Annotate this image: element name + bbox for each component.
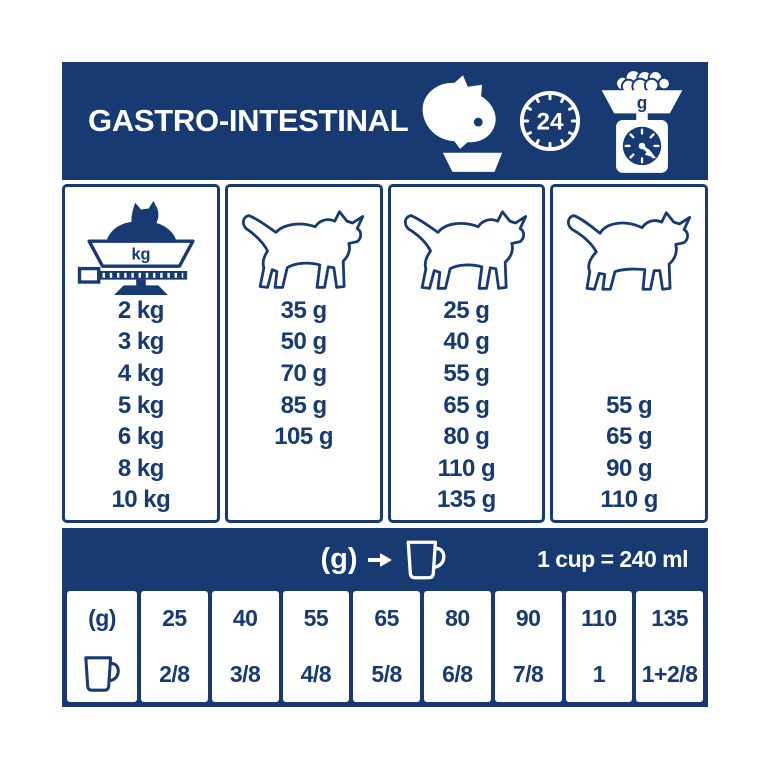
- ration-value: 70 g: [280, 359, 328, 387]
- ration-value: 65 g: [606, 423, 653, 451]
- thin-cat-values: 35 g 50 g 70 g 85 g 105 g: [228, 295, 380, 520]
- ration-value: 110 g: [600, 486, 658, 514]
- feeding-table: kg 2 kg 3 kg 4 kg 5 kg 6 kg 8 kg 10 kg: [62, 184, 708, 523]
- cat-feeding-icon: [418, 73, 506, 175]
- cup-equivalence-note: 1 cup = 240 ml: [537, 546, 688, 572]
- grams-value: 80: [445, 605, 470, 632]
- grams-value: 55: [303, 605, 329, 632]
- conversion-cell: 90 7/8: [494, 591, 562, 702]
- grams-symbol: (g): [320, 543, 358, 575]
- measuring-cup-icon: [84, 656, 120, 692]
- ration-value: 55 g: [606, 391, 653, 419]
- normal-cat-column: 25 g 40 g 55 g 65 g 80 g 110 g 135 g: [387, 184, 546, 523]
- weight-value: 2 kg: [117, 296, 165, 324]
- scale-unit-label: g: [637, 93, 648, 113]
- weight-values: 2 kg 3 kg 4 kg 5 kg 6 kg 8 kg 10 kg: [65, 295, 217, 520]
- conversion-cell: 65 5/8: [353, 591, 420, 702]
- kg-label: kg: [131, 245, 150, 263]
- grams-value: 25: [162, 605, 187, 632]
- ration-value: [553, 358, 705, 390]
- ration-value: [553, 327, 705, 359]
- ration-value: 65 g: [443, 391, 490, 419]
- product-title: GASTRO-INTESTINAL: [88, 103, 409, 138]
- ration-value: [228, 484, 380, 516]
- weight-column: kg 2 kg 3 kg 4 kg 5 kg 6 kg 8 kg 10 kg: [62, 184, 220, 523]
- normal-cat-values: 25 g 40 g 55 g 65 g 80 g 110 g 135 g: [391, 295, 543, 520]
- cup-row-header: [67, 647, 137, 703]
- cups-value: 1: [592, 660, 606, 687]
- conversion-section: (g) 1 cup = 240 ml (g): [62, 528, 708, 707]
- arrow-icon: [367, 551, 393, 569]
- ration-value: 50 g: [280, 328, 328, 356]
- grams-value: 135: [651, 605, 689, 632]
- ration-value: 55 g: [443, 359, 490, 387]
- header-icons: 24 g: [418, 67, 708, 175]
- cups-value: 6/8: [442, 660, 473, 687]
- cups-value: 5/8: [371, 660, 402, 687]
- cat-on-weighing-scale-icon: kg: [65, 187, 217, 295]
- conversion-cell: 80 6/8: [424, 591, 491, 702]
- cups-value: 1+2/8: [641, 660, 698, 687]
- ration-value: 80 g: [443, 423, 490, 451]
- conversion-table: (g) 25 2/8 40 3/8 55 4/8: [67, 591, 703, 702]
- ration-value: 90 g: [606, 454, 653, 482]
- ration-value: [553, 295, 705, 327]
- cups-value: 3/8: [229, 660, 261, 687]
- ration-value: 35 g: [280, 296, 328, 324]
- overweight-cat-icon: [553, 187, 705, 295]
- measuring-cup-icon: [402, 538, 450, 582]
- ration-value: [228, 453, 380, 485]
- header-band: GASTRO-INTESTINAL: [62, 62, 708, 180]
- clock-24h-icon: 24: [518, 89, 582, 153]
- conversion-cell: 40 3/8: [211, 591, 279, 702]
- conversion-cell: 135 1+2/8: [636, 591, 703, 702]
- weight-value: 8 kg: [117, 454, 165, 482]
- thin-cat-icon: [228, 187, 380, 295]
- weight-value: 10 kg: [111, 486, 171, 514]
- cups-value: 4/8: [300, 660, 332, 687]
- ration-value: 110 g: [437, 454, 496, 482]
- conversion-cell: 25 2/8: [141, 591, 208, 702]
- grams-value: 90: [515, 605, 541, 632]
- conversion-cell: 110 1: [565, 591, 633, 702]
- weight-value: 3 kg: [117, 328, 165, 356]
- ration-value: 85 g: [280, 391, 328, 419]
- grams-value: 40: [232, 605, 258, 632]
- weight-value: 4 kg: [117, 359, 165, 387]
- conversion-row-headers: (g): [67, 591, 137, 702]
- normal-cat-icon: [391, 187, 543, 295]
- weight-value: 5 kg: [117, 391, 165, 419]
- conversion-header: (g) 1 cup = 240 ml: [62, 528, 708, 591]
- kitchen-scale-icon: g: [594, 67, 690, 175]
- thin-cat-column: 35 g 50 g 70 g 85 g 105 g: [224, 184, 383, 523]
- cups-value: 2/8: [159, 660, 190, 687]
- conversion-cell: 55 4/8: [282, 591, 350, 702]
- ration-value: 25 g: [443, 296, 490, 324]
- cups-value: 7/8: [512, 660, 544, 687]
- clock-label: 24: [537, 109, 564, 136]
- grams-value: 110: [581, 605, 617, 632]
- ration-value: 105 g: [274, 423, 334, 451]
- ration-value: 135 g: [436, 486, 496, 514]
- weight-value: 6 kg: [117, 423, 165, 451]
- grams-row-header: (g): [88, 605, 116, 632]
- overweight-cat-column: 55 g 65 g 90 g 110 g: [550, 184, 708, 523]
- grams-value: 65: [374, 605, 399, 632]
- ration-value: 40 g: [443, 328, 490, 356]
- overweight-cat-values: 55 g 65 g 90 g 110 g: [553, 295, 705, 520]
